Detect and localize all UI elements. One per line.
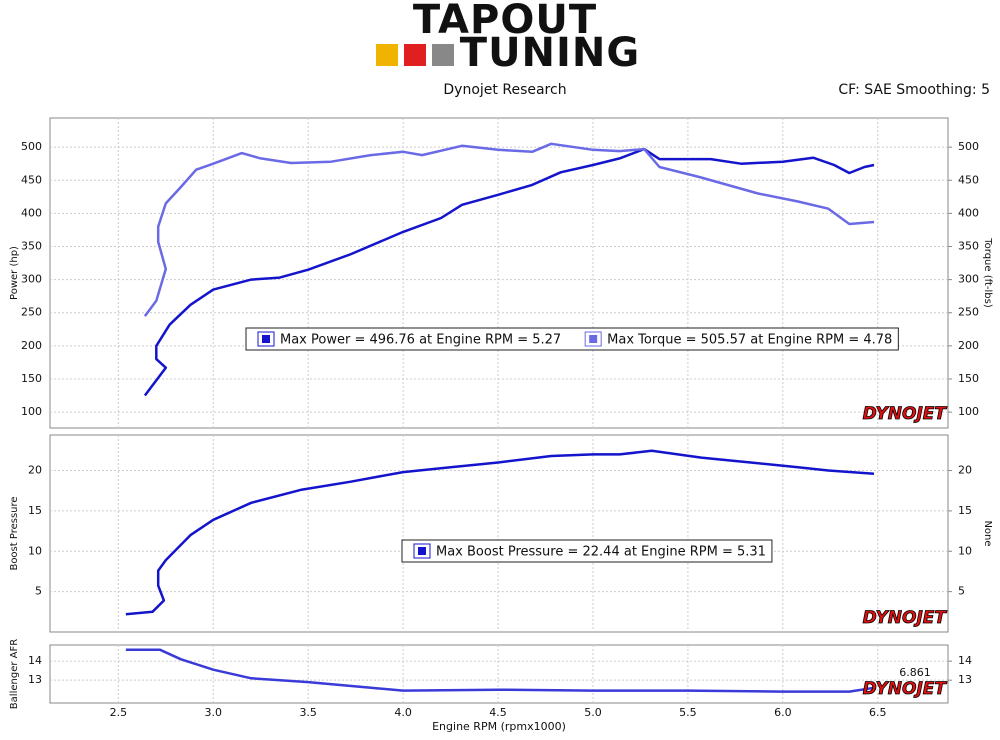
data-line	[125, 648, 875, 693]
logo-square	[376, 44, 398, 66]
legend-box	[245, 327, 899, 351]
y2-tick-label: 400	[958, 206, 979, 219]
legend-box	[401, 539, 773, 563]
plot-area	[49, 434, 949, 633]
y-tick-label: 5	[35, 585, 42, 598]
y2-tick-label: 100	[958, 405, 979, 418]
x-tick-label: 4.0	[394, 706, 412, 719]
y-tick-label: 400	[21, 206, 42, 219]
legend-label: Max Boost Pressure = 22.44 at Engine RPM…	[436, 545, 766, 560]
y-axis-label: Power (hp)	[9, 246, 20, 300]
x-tick-label: 5.5	[679, 706, 697, 719]
plot-area	[49, 117, 949, 429]
x-tick-label: 6.5	[869, 706, 887, 719]
logo-bottom: TUNING	[460, 30, 640, 76]
x-tick-label: 3.5	[299, 706, 317, 719]
y2-tick-label: 14	[958, 654, 972, 667]
settings: CF: SAE Smoothing: 5	[838, 82, 990, 98]
x-tick-label: 2.5	[110, 706, 128, 719]
logo-square	[404, 44, 426, 66]
x-tick-label: 4.5	[489, 706, 507, 719]
y-tick-label: 200	[21, 339, 42, 352]
watermark: DYNOJET	[863, 679, 948, 699]
y-tick-label: 13	[28, 673, 42, 686]
y-tick-label: 150	[21, 372, 42, 385]
x-tick-label: 6.0	[774, 706, 792, 719]
y2-tick-label: 5	[958, 585, 965, 598]
y-tick-label: 10	[28, 544, 42, 557]
y-tick-label: 300	[21, 273, 42, 286]
y2-tick-label: 250	[958, 306, 979, 319]
data-line	[143, 147, 875, 397]
y-tick-label: 100	[21, 405, 42, 418]
y-tick-label: 500	[21, 140, 42, 153]
y2-tick-label: 350	[958, 240, 979, 253]
y2-tick-label: 15	[958, 504, 972, 517]
annotation: 6.861	[899, 666, 931, 679]
legend-swatch	[262, 335, 270, 343]
y2-tick-label: 20	[958, 464, 972, 477]
y-tick-label: 350	[21, 240, 42, 253]
logo-square	[432, 44, 454, 66]
y-axis-label: Boost Pressure	[9, 496, 20, 570]
y2-tick-label: 200	[958, 339, 979, 352]
x-axis-label: Engine RPM (rpmx1000)	[432, 720, 566, 733]
x-tick-label: 3.0	[205, 706, 223, 719]
y-tick-label: 14	[28, 654, 42, 667]
y2-tick-label: 10	[958, 544, 972, 557]
legend-label: Max Torque = 505.57 at Engine RPM = 4.78	[607, 333, 892, 348]
legend-label: Max Power = 496.76 at Engine RPM = 5.27	[280, 333, 561, 348]
y2-tick-label: 300	[958, 273, 979, 286]
plot-area	[49, 644, 949, 704]
y2-tick-label: 450	[958, 173, 979, 186]
y-axis-label: Ballenger AFR	[9, 639, 20, 709]
legend-swatch	[589, 335, 598, 343]
y-tick-label: 20	[28, 464, 42, 477]
y-tick-label: 450	[21, 173, 42, 186]
y-tick-label: 250	[21, 306, 42, 319]
y2-axis-label: Torque (ft-lbs)	[982, 237, 993, 308]
watermark: DYNOJET	[863, 404, 948, 424]
logo-top: TAPOUT	[413, 0, 597, 43]
legend-swatch	[418, 547, 426, 555]
subtitle: Dynojet Research	[443, 82, 566, 98]
y2-tick-label: 13	[958, 673, 972, 686]
y2-tick-label: 500	[958, 140, 979, 153]
x-tick-label: 5.0	[584, 706, 602, 719]
data-line	[125, 449, 875, 616]
y2-axis-label: None	[982, 520, 993, 546]
y2-tick-label: 150	[958, 372, 979, 385]
data-line	[143, 142, 875, 317]
watermark: DYNOJET	[863, 608, 948, 628]
y-tick-label: 15	[28, 504, 42, 517]
